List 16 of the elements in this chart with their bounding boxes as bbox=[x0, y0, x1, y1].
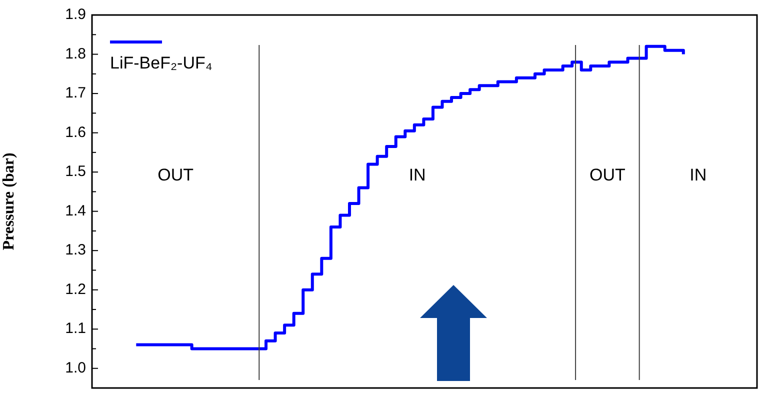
y-tick-label: 1.1 bbox=[65, 320, 86, 338]
y-tick-label: 1.3 bbox=[65, 242, 86, 259]
y-tick-label: 1.8 bbox=[65, 45, 86, 62]
y-tick-label: 1.9 bbox=[65, 6, 86, 24]
y-tick-label: 1.2 bbox=[65, 280, 86, 298]
legend-label: LiF-BeF₂-UF₄ bbox=[110, 54, 212, 73]
y-tick-label: 1.5 bbox=[65, 163, 86, 180]
annotation: OUT bbox=[158, 166, 194, 185]
y-tick-label: 1.4 bbox=[65, 202, 86, 220]
y-axis-title: Pressure (bar) bbox=[0, 152, 18, 250]
text: IN bbox=[690, 166, 707, 185]
y-tick-label: 1.6 bbox=[65, 124, 86, 141]
y-tick-label: 1.0 bbox=[65, 360, 86, 377]
y-tick-label: 1.7 bbox=[65, 84, 86, 102]
annotation: OUT bbox=[589, 166, 626, 185]
annotation: IN bbox=[408, 166, 426, 185]
